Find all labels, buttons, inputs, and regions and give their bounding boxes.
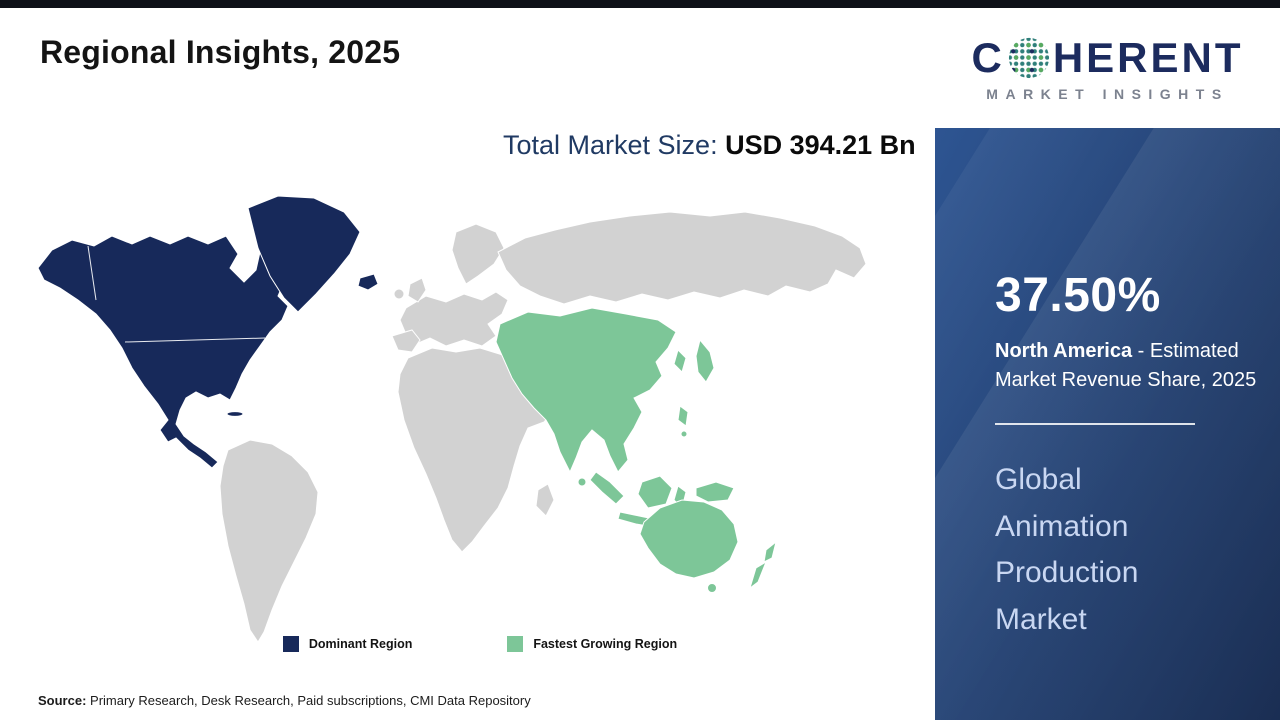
region-north-america [37,235,289,469]
region-asia-pacific [495,307,735,529]
region-europe [391,223,509,353]
region-new-guinea [695,481,735,503]
total-market-size-label: Total Market Size: [503,130,726,160]
region-borneo [637,475,673,509]
region-philippines [677,405,689,427]
region-russia-north-asia [497,211,867,305]
source-label: Source: [38,693,87,708]
dominant-region-swatch [282,636,299,652]
fastest-region-swatch [507,636,524,652]
brand-wordmark: C HERENT [971,34,1243,82]
top-accent-bar [0,0,1280,8]
market-name: Global Animation Production Market [995,463,1139,636]
market-share-description: North America - Estimated Market Revenue… [995,337,1259,395]
brand-tagline: MARKET INSIGHTS [986,86,1229,102]
brand-logo: C HERENT MARKET INSIG [935,8,1280,128]
fastest-region-label: Fastest Growing Region [533,637,678,651]
source-text: Primary Research, Desk Research, Paid su… [86,693,531,708]
region-south-america [219,439,319,643]
legend-item-fastest: Fastest Growing Region [507,636,677,652]
sidebar-divider [995,423,1195,425]
region-greenland [247,195,361,313]
brand-letters-rest: HERENT [1052,34,1244,81]
total-market-size-value: USD 394.21 Bn [725,130,916,160]
region-new-zealand [749,540,777,590]
market-share-desc-text: - Estimated Market Revenue Share, 2025 [995,340,1257,391]
brand-letter-c: C [971,34,1005,81]
region-philippines-south [680,430,688,438]
market-share-region: North America [995,340,1133,362]
highlight-sidebar: 37.50% North America - Estimated Market … [935,128,1280,720]
page-title: Regional Insights, 2025 [40,34,401,70]
region-tasmania [707,583,717,593]
legend-item-dominant: Dominant Region [282,636,413,652]
source-line: Source: Primary Research, Desk Research,… [38,693,531,708]
region-iceland [357,273,379,291]
sidebar-content: 37.50% North America - Estimated Market … [935,128,1280,643]
map-legend: Dominant Region Fastest Growing Region [30,636,930,652]
us-canada-border [124,337,266,343]
region-sri-lanka [577,477,587,487]
region-caribbean [226,411,244,417]
region-korea [673,349,687,373]
market-share-value: 37.50% [995,269,1161,322]
alaska-border [87,245,97,301]
world-map-svg [37,195,867,643]
world-map [30,190,930,650]
dominant-region-label: Dominant Region [308,637,413,651]
dotted-globe-icon [1008,37,1049,79]
total-market-size: Total Market Size: USD 394.21 Bn [503,126,921,165]
region-japan [695,338,715,383]
region-australia [639,499,739,593]
region-sumatra [589,471,625,505]
